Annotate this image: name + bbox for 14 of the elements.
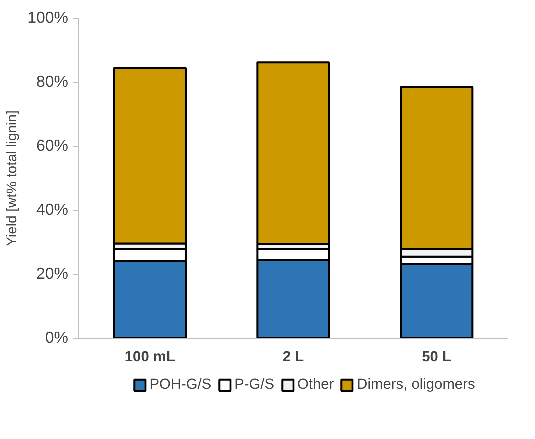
legend-label: P-G/S	[234, 377, 275, 393]
x-tick-label: 100 mL	[124, 350, 176, 366]
y-axis-title: Yield [wt% total lignin]	[4, 110, 20, 246]
y-tick-label: 40%	[36, 202, 69, 219]
y-tick-label: 100%	[28, 10, 68, 27]
x-tick-label: 2 L	[282, 350, 304, 366]
x-tick-label: 50 L	[422, 350, 452, 366]
legend-label: Other	[298, 377, 334, 393]
y-tick-label: 20%	[36, 266, 69, 283]
legend-label: Dimers, oligomers	[357, 377, 476, 393]
y-tick-label: 0%	[45, 330, 68, 347]
y-tick-label: 80%	[36, 74, 69, 91]
legend-label: POH-G/S	[150, 377, 212, 393]
y-tick-label: 60%	[36, 138, 69, 155]
